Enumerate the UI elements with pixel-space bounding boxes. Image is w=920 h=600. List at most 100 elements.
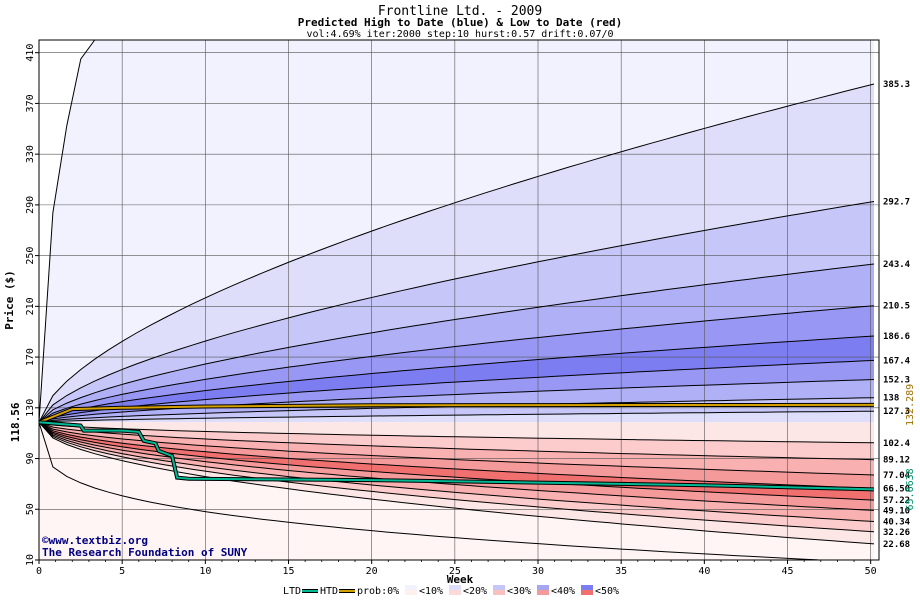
y-tick-label: 250 (25, 247, 36, 265)
high-band-label: 186.6 (883, 332, 910, 342)
high-band-label: 127.3 (883, 407, 910, 417)
high-band-label: 243.4 (883, 260, 911, 270)
legend-swatch (449, 590, 461, 595)
high-band (39, 40, 874, 423)
high-band-label: 152.3 (883, 376, 910, 386)
x-tick-label: 45 (781, 566, 793, 577)
legend-swatch (449, 585, 461, 590)
low-percentile-line (38, 421, 875, 522)
legend-swatch (405, 590, 417, 595)
y-tick-label: 90 (25, 453, 36, 465)
low-percentile-line (38, 421, 875, 489)
label-layer: 385.3 292.7 243.4 210.5 186.6 167.4 152.3 138 12… (883, 80, 911, 550)
y-tick-label: 170 (25, 348, 36, 366)
legend-swatch (405, 585, 417, 590)
ltd-line (38, 421, 875, 491)
legend-label: <10% (419, 586, 443, 597)
legend-swatch (581, 585, 593, 590)
legend-label: LTD (283, 586, 301, 597)
low-percentile-line (38, 421, 875, 444)
series-layer (38, 402, 875, 492)
low-band (39, 422, 874, 560)
low-percentile-line (38, 421, 875, 461)
high-percentile-line (38, 359, 875, 423)
high-percentile-line (38, 83, 875, 423)
watermark-org: The Research Foundation of SUNY (42, 546, 248, 559)
y-tick-label: 410 (25, 44, 36, 62)
low-band-label: 32.26 (883, 528, 910, 538)
y-tick-label: 330 (25, 145, 36, 163)
high-percentile-line (38, 335, 875, 423)
watermark-url: ©www.textbiz.org (42, 534, 148, 547)
low-band (39, 422, 874, 475)
low-percentile-line (38, 421, 875, 501)
high-band (39, 84, 874, 423)
high-band-label: 167.4 (883, 356, 911, 366)
low-band-label: 66.50 (883, 484, 910, 494)
high-band (39, 336, 874, 423)
y-tick-label: 50 (25, 503, 36, 515)
low-band-label: 49.10 (883, 506, 910, 516)
y-tick-label: 290 (25, 196, 36, 214)
low-band (39, 422, 874, 532)
high-band (39, 201, 874, 423)
x-tick-label: 35 (615, 566, 627, 577)
low-band-label: 22.68 (883, 540, 910, 550)
legend-label: prob:0% (357, 586, 399, 597)
low-band-label: 89.12 (883, 456, 910, 466)
low-band (39, 422, 874, 544)
legend-swatch (537, 590, 549, 595)
low-percentile-line (38, 421, 875, 511)
high-band-label: 138 (883, 394, 899, 404)
chart-title: Frontline Ltd. - 2009 (378, 4, 542, 19)
high-band (39, 264, 874, 423)
low-band (39, 422, 874, 460)
x-tick-label: 5 (119, 566, 125, 577)
x-tick-label: 30 (532, 566, 544, 577)
y-axis-label: Price ($) (3, 270, 16, 330)
low-band (39, 422, 874, 511)
low-band (39, 422, 874, 489)
plot-frame (38, 39, 880, 561)
band-layer (39, 40, 874, 560)
high-percentile-line (38, 201, 875, 423)
y-tick-label: 370 (25, 94, 36, 112)
high-band (39, 411, 874, 423)
legend-swatch (493, 585, 505, 590)
low-band (39, 422, 874, 501)
low-band-label: 77.04 (883, 471, 911, 481)
x-tick-label: 50 (865, 566, 877, 577)
low-band (39, 422, 874, 560)
current-high-label: 132.289 (905, 384, 916, 426)
legend-swatch (581, 590, 593, 595)
legend-label: <20% (463, 586, 487, 597)
high-percentile-line (38, 305, 875, 423)
high-band (39, 305, 874, 423)
y-tick-label: 10 (25, 554, 36, 566)
low-band-label: 57.22 (883, 496, 910, 506)
low-band (39, 422, 874, 443)
high-band-label: 292.7 (883, 197, 910, 207)
chart-params: vol:4.69% iter:2000 step:10 hurst:0.57 d… (306, 29, 613, 40)
high-percentile-line (38, 410, 875, 423)
low-percentile-line (38, 421, 875, 533)
x-tick-label: 15 (282, 566, 294, 577)
y-tick-label: 130 (25, 399, 36, 417)
start-price-label: 118.56 (9, 402, 22, 442)
high-band-label: 385.3 (883, 80, 910, 90)
htd-line (38, 403, 875, 424)
x-tick-label: 10 (199, 566, 211, 577)
chart-subtitle: Predicted High to Date (blue) & Low to D… (298, 16, 623, 29)
x-tick-label: 25 (449, 566, 461, 577)
low-band-label: 40.34 (883, 518, 911, 528)
low-percentile-line (38, 421, 875, 545)
low-percentile-line (38, 421, 875, 476)
extreme-low-line (38, 422, 874, 561)
x-tick-label: 40 (698, 566, 710, 577)
legend-label: <50% (595, 586, 619, 597)
legend-label: HTD (320, 586, 338, 597)
legend-label: <30% (507, 586, 531, 597)
legend-label: <40% (551, 586, 575, 597)
low-band-label: 102.4 (883, 439, 911, 449)
